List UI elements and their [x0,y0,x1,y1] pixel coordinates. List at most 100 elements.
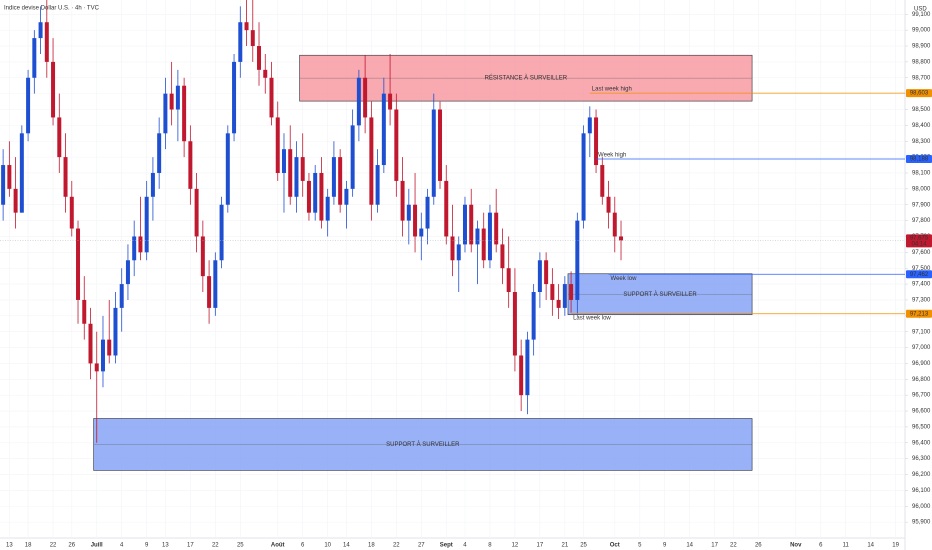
x-tick-label: 22 [730,543,737,549]
y-tick-label: 96,700 [912,393,931,399]
y-tick-label: 99,100 [912,12,931,18]
candle-body [375,165,380,205]
x-tick-label: Juill [91,543,103,549]
candle-body [356,77,361,126]
y-tick-label: 99,000 [912,28,931,34]
y-tick-label: 96,000 [912,504,931,510]
x-tick-label: 9 [145,543,149,549]
candle-body [619,236,624,241]
level-name: Week high [598,153,626,159]
y-tick-label: 96,400 [912,440,931,446]
candle-body [225,133,230,205]
x-tick-label: 10 [324,543,331,549]
x-tick-label: 26 [68,543,75,549]
candle-body [306,180,311,213]
candle-body [38,22,43,39]
candle-body [150,172,155,197]
candle-body [394,109,399,181]
candle-body [138,236,143,253]
candle-body [157,133,162,173]
y-tick-label: 96,200 [912,472,931,478]
candle-body [581,133,586,221]
candle-body [381,93,386,166]
candle-body [438,109,443,181]
y-tick-label: 96,900 [912,361,931,367]
candle-body [462,204,467,245]
x-tick-label: 14 [867,543,874,549]
current-price-tag [906,234,932,248]
level-name: Last week low [573,315,611,321]
candle-body [63,157,68,197]
candle-body [250,30,255,47]
candle-body [194,188,199,237]
candle-body [544,260,549,285]
candle-body [338,157,343,205]
candle-body [456,244,461,261]
candle-body [263,69,268,78]
candle-body [13,188,18,213]
level-name: Week low [611,276,638,282]
candle-body [1,165,6,205]
countdown: 04:14 [911,242,927,248]
candle-body [556,299,561,308]
x-tick-label: 12 [512,543,519,549]
candle-body [550,284,555,300]
price-tag [906,155,932,164]
candle-body [494,212,499,245]
x-tick-label: 9 [663,543,667,549]
candle-body [94,363,99,372]
y-tick-label: 98,000 [912,186,931,192]
x-tick-label: 4 [120,543,124,549]
candle-body [400,180,405,221]
candle-body [363,77,368,118]
candle-body [350,125,355,189]
price-tag [906,270,932,279]
candle-body [125,260,130,285]
candle-body [281,149,286,173]
candle-body [519,355,524,396]
x-tick-label: Nov [790,543,802,549]
candle-body [257,46,262,70]
x-tick-label: 18 [368,543,375,549]
candle-body [288,149,293,197]
price-tag-label: 98,603 [910,91,929,97]
candle-body [188,141,193,189]
x-tick-label: 4 [463,543,467,549]
candle-body [406,204,411,221]
candle-body [300,157,305,181]
x-tick-label: 26 [755,543,762,549]
x-tick-label: 18 [25,543,32,549]
candle-body [419,228,424,237]
x-tick-label: 11 [843,543,850,549]
x-tick-label: 17 [187,543,194,549]
candle-body [207,276,212,308]
price-tag-label: 97,213 [910,311,929,317]
candle-body [113,307,118,356]
x-tick-label: 6 [301,543,305,549]
candle-body [562,284,567,308]
x-tick-label: Oct [610,543,620,549]
y-tick-label: 97,600 [912,250,931,256]
y-tick-label: 96,800 [912,377,931,383]
candle-body [331,157,336,197]
candle-body [587,117,592,134]
x-tick-label: Août [271,543,285,549]
currency: USD [914,7,927,13]
current-price-label: 97,675 [910,236,929,242]
candle-body [200,236,205,277]
x-tick-label: 14 [343,543,350,549]
x-tick-label: 14 [686,543,693,549]
zone-label: SUPPORT À SURVEILLER [623,291,697,298]
candle-body [525,339,530,396]
candle-body [26,77,31,134]
candle-body [506,268,511,293]
x-tick-label: 22 [212,543,219,549]
candle-body [132,236,137,261]
candle-body [444,180,449,237]
candle-body [344,188,349,205]
y-tick-label: 98,300 [912,139,931,145]
candle-body [144,196,149,253]
candle-body [32,38,37,78]
y-tick-label: 97,800 [912,218,931,224]
